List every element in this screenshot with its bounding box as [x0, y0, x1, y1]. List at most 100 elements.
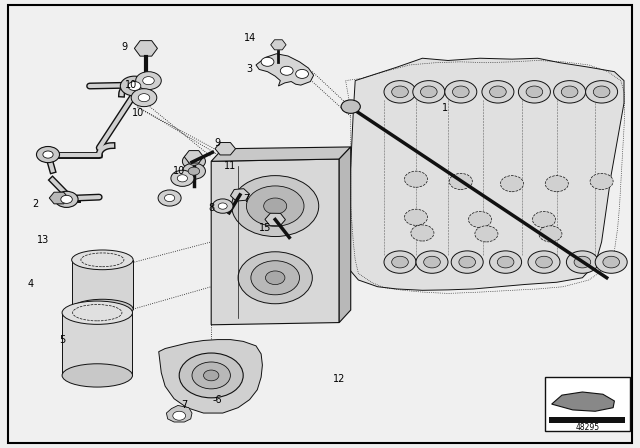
Circle shape: [561, 86, 578, 98]
Polygon shape: [211, 147, 351, 161]
Text: 3: 3: [246, 65, 253, 74]
Ellipse shape: [72, 299, 133, 319]
Text: 7: 7: [181, 401, 188, 410]
Circle shape: [603, 256, 620, 268]
Circle shape: [384, 251, 416, 273]
Polygon shape: [211, 159, 339, 325]
Text: 7: 7: [243, 194, 250, 204]
Circle shape: [238, 252, 312, 304]
Circle shape: [43, 151, 53, 158]
Circle shape: [131, 89, 157, 107]
Circle shape: [261, 57, 274, 66]
Circle shape: [384, 81, 416, 103]
Polygon shape: [256, 54, 314, 86]
Circle shape: [445, 81, 477, 103]
Text: 11: 11: [224, 161, 237, 171]
Circle shape: [452, 86, 469, 98]
Circle shape: [475, 226, 498, 242]
Text: 12: 12: [333, 374, 346, 383]
Circle shape: [296, 69, 308, 78]
Circle shape: [404, 209, 428, 225]
Text: 10: 10: [131, 108, 144, 118]
Circle shape: [264, 198, 287, 214]
Circle shape: [420, 86, 437, 98]
Text: 9: 9: [122, 42, 128, 52]
Circle shape: [468, 211, 492, 228]
Circle shape: [574, 256, 591, 268]
Circle shape: [459, 256, 476, 268]
Circle shape: [158, 190, 181, 206]
Circle shape: [586, 81, 618, 103]
Circle shape: [392, 86, 408, 98]
Circle shape: [449, 173, 472, 190]
Circle shape: [128, 82, 141, 90]
Circle shape: [251, 261, 300, 295]
Circle shape: [120, 76, 148, 96]
Circle shape: [173, 411, 186, 420]
Circle shape: [566, 251, 598, 273]
Polygon shape: [49, 192, 68, 204]
Circle shape: [182, 153, 205, 169]
Circle shape: [545, 176, 568, 192]
Text: 13: 13: [37, 235, 50, 245]
Circle shape: [536, 256, 552, 268]
Polygon shape: [339, 147, 351, 323]
Circle shape: [490, 251, 522, 273]
Circle shape: [136, 72, 161, 90]
Circle shape: [192, 362, 230, 389]
Circle shape: [188, 167, 200, 175]
Text: -6: -6: [212, 395, 223, 405]
Polygon shape: [166, 405, 192, 422]
Text: 2: 2: [32, 199, 38, 209]
Circle shape: [280, 66, 293, 75]
Circle shape: [404, 171, 428, 187]
Polygon shape: [271, 40, 286, 50]
Circle shape: [392, 256, 408, 268]
Circle shape: [518, 81, 550, 103]
Circle shape: [482, 81, 514, 103]
Text: 9: 9: [214, 138, 221, 148]
Polygon shape: [134, 41, 157, 56]
Polygon shape: [265, 213, 285, 226]
Circle shape: [528, 251, 560, 273]
Polygon shape: [346, 58, 624, 290]
Circle shape: [590, 173, 613, 190]
Polygon shape: [215, 142, 236, 155]
Circle shape: [218, 203, 227, 209]
Polygon shape: [230, 189, 250, 201]
Circle shape: [497, 256, 514, 268]
Circle shape: [411, 225, 434, 241]
Circle shape: [554, 81, 586, 103]
Ellipse shape: [72, 250, 133, 270]
Circle shape: [266, 271, 285, 284]
Circle shape: [490, 86, 506, 98]
FancyBboxPatch shape: [72, 260, 133, 309]
Text: 14: 14: [243, 33, 256, 43]
Text: 15: 15: [259, 224, 272, 233]
Circle shape: [182, 163, 205, 179]
Circle shape: [164, 194, 175, 202]
Circle shape: [500, 176, 524, 192]
FancyBboxPatch shape: [545, 377, 630, 431]
Circle shape: [532, 211, 556, 228]
Polygon shape: [552, 392, 614, 411]
Ellipse shape: [62, 301, 132, 324]
Circle shape: [416, 251, 448, 273]
Circle shape: [595, 251, 627, 273]
Text: 10: 10: [125, 80, 138, 90]
Circle shape: [55, 191, 78, 207]
Circle shape: [451, 251, 483, 273]
Circle shape: [138, 94, 150, 102]
Circle shape: [36, 146, 60, 163]
Circle shape: [413, 81, 445, 103]
FancyBboxPatch shape: [62, 313, 132, 375]
Polygon shape: [159, 340, 262, 413]
Circle shape: [188, 157, 200, 165]
Circle shape: [341, 100, 360, 113]
Text: 48295: 48295: [575, 423, 600, 432]
Polygon shape: [184, 151, 204, 163]
FancyBboxPatch shape: [549, 417, 625, 423]
Circle shape: [212, 199, 233, 213]
Circle shape: [526, 86, 543, 98]
Circle shape: [593, 86, 610, 98]
